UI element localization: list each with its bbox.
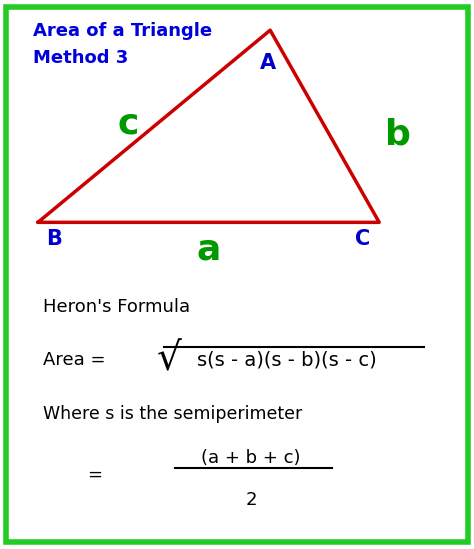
Text: Where s is the semiperimeter: Where s is the semiperimeter [43,406,302,423]
Text: √: √ [156,340,181,379]
Text: A: A [260,53,276,73]
Text: Method 3: Method 3 [33,49,128,68]
Text: Area =: Area = [43,351,111,368]
Text: =: = [87,466,102,484]
Text: s(s - a)(s - b)(s - c): s(s - a)(s - b)(s - c) [197,350,376,369]
Text: C: C [355,229,370,249]
Text: (a + b + c): (a + b + c) [201,450,301,467]
Text: a: a [196,233,221,267]
Text: Heron's Formula: Heron's Formula [43,299,190,316]
Text: c: c [117,107,139,141]
Text: b: b [385,117,411,152]
Text: 2: 2 [246,491,257,508]
Text: B: B [46,229,63,249]
Text: Area of a Triangle: Area of a Triangle [33,22,212,40]
